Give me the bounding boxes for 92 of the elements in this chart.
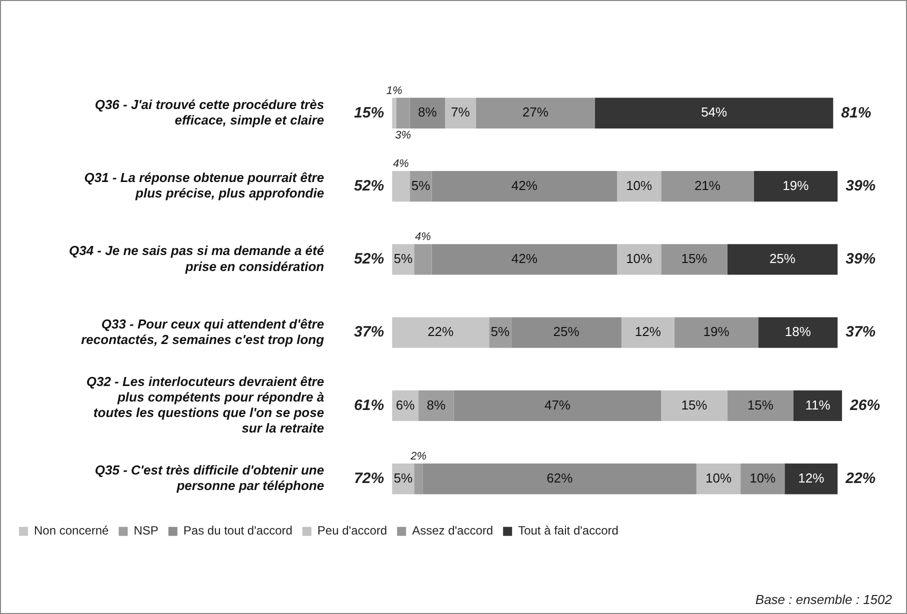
bar [511,317,622,348]
bar [674,317,758,348]
data-label: 5% [490,324,510,340]
bar [418,390,454,422]
data-label: 62% [546,470,574,486]
bar [392,98,396,129]
data-label: 19% [703,324,730,340]
data-label: 25% [553,324,580,340]
legend-label: Tout à fait d'accord [518,524,618,538]
bar [432,170,618,202]
data-label: 5% [394,470,413,486]
text: 15% [354,104,384,122]
data-label: 27% [522,104,549,120]
text: 37% [354,324,384,341]
bar [740,463,785,494]
bar [396,98,410,129]
text: 72% [354,470,384,487]
bar [696,463,741,494]
data-label: 15% [747,397,774,412]
legend-label: Pas du tout d'accord [183,524,292,538]
bar [454,390,662,422]
text: Base : ensemble : 1502 [755,592,892,607]
bar [784,463,838,494]
data-label: 5% [394,251,413,266]
data-label: 18% [784,324,812,340]
bar [594,98,834,129]
data-label: 12% [798,470,825,486]
data-label: 10% [626,251,653,266]
y-tick-label: Q32 - Les interlocuteurs devraient être plus compétents pour répondre à toutes les questions que l'on se pose sur la retraite [86,374,324,436]
data-label: 47% [544,397,571,412]
bar [422,463,696,494]
data-label: 15% [681,251,708,266]
data-label: 11% [805,397,831,412]
data-label: 10% [705,470,732,486]
text: 39% [846,250,876,268]
bar [793,390,842,422]
legend-label: NSP [134,524,158,538]
data-label: 21% [694,178,721,193]
data-label: 15% [681,397,708,412]
data-label: 8% [418,104,438,120]
bar [727,244,838,275]
bar [414,244,432,275]
bar [758,317,838,348]
data-label: 10% [750,470,776,486]
data-label: 12% [634,324,662,340]
legend-label: Non concerné [34,524,110,538]
bar [661,390,728,422]
data-label: 2% [410,450,427,463]
y-tick-label: Q31 - La réponse obtenue pourrait être plus précise, plus approfondie [84,170,324,201]
data-label: 54% [701,104,728,120]
data-label: 3% [395,130,412,142]
text: 52% [354,250,384,268]
data-label: 5% [411,178,431,193]
bar [661,244,728,275]
data-label: 10% [626,178,653,193]
bar [392,317,490,348]
annotation: 81% [841,104,872,122]
data-label: 42% [511,251,538,266]
data-label: 8% [426,397,446,412]
data-label: 19% [782,178,810,193]
bar [476,98,595,129]
bar [661,170,754,202]
y-tick-label: Q33 - Pour ceux qui attendent d'être recontactés, 2 semaines c'est trop long [81,316,324,347]
bar [410,98,446,129]
text: 61% [354,396,384,414]
data-label: 4% [415,231,432,244]
y-tick-label: Q34 - Je ne sais pas si ma demande a été prise en considération [68,243,324,274]
text: 22% [844,470,876,487]
y-tick-label: Q35 - C'est très difficile d'obtenir une personne par téléphone [94,462,324,494]
data-label: 25% [769,251,796,266]
data-label: 22% [428,324,454,340]
bar [392,170,410,202]
text: 52% [354,177,384,194]
data-label: 1% [386,84,402,97]
legend-label: Peu d'accord [317,524,388,538]
legend-label: Assez d'accord [412,524,494,538]
bar [727,390,794,422]
data-label: 42% [511,178,538,193]
bar [432,244,618,275]
bar [617,170,662,202]
text: 39% [846,177,876,194]
bar [617,244,662,275]
text: 26% [849,396,880,414]
bar [621,317,674,348]
bar [754,170,838,202]
data-label: 6% [396,397,416,412]
bar [445,98,476,129]
data-label: 4% [392,158,410,170]
y-tick-label: Q36 - J'ai trouvé cette procédure très efficace, simple et claire [94,96,324,128]
bar [414,463,423,494]
text: 37% [846,324,876,341]
data-label: 7% [451,104,470,120]
